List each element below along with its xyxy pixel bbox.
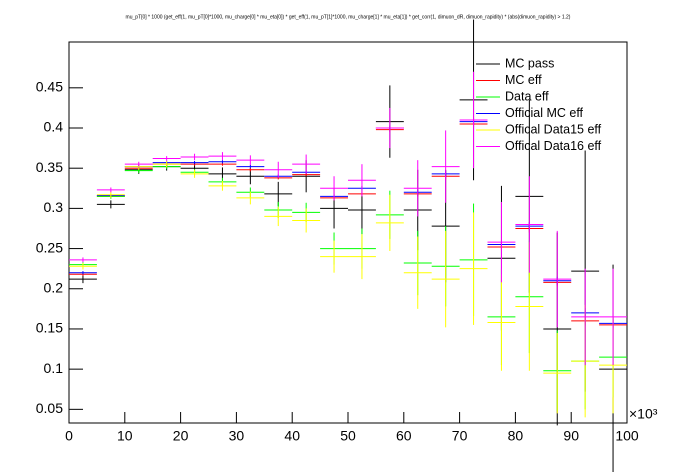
x-tick-label: 20: [173, 428, 189, 444]
x-exponent-label: ×10³: [629, 406, 658, 422]
legend-label: Offical Data16 eff: [505, 139, 602, 153]
y-tick-label: 0.05: [36, 400, 63, 416]
x-tick-label: 10: [117, 428, 133, 444]
x-tick-label: 60: [396, 428, 412, 444]
x-tick-label: 100: [615, 428, 639, 444]
y-tick-label: 0.2: [44, 279, 64, 295]
x-tick-label: 40: [284, 428, 300, 444]
legend-label: Offical Data15 eff: [505, 122, 602, 136]
x-tick-label: 0: [65, 428, 73, 444]
y-tick-label: 0.35: [36, 159, 63, 175]
y-tick-label: 0.1: [44, 360, 64, 376]
legend-label: MC pass: [505, 56, 554, 70]
x-tick-label: 80: [508, 428, 524, 444]
x-tick-label: 70: [452, 428, 468, 444]
y-tick-label: 0.45: [36, 79, 63, 95]
legend-label: Official MC eff: [505, 106, 584, 120]
y-tick-label: 0.3: [44, 199, 64, 215]
legend-label: MC eff: [505, 73, 542, 87]
y-tick-label: 0.4: [44, 119, 64, 135]
x-tick-label: 50: [340, 428, 356, 444]
legend-label: Data eff: [505, 89, 549, 103]
chart-title: mu_pT[0] * 1000 (get_eff(1, mu_pT[0]*100…: [126, 14, 571, 20]
x-tick-label: 90: [563, 428, 579, 444]
x-tick-label: 30: [229, 428, 245, 444]
y-tick-label: 0.15: [36, 320, 63, 336]
y-tick-label: 0.25: [36, 239, 63, 255]
